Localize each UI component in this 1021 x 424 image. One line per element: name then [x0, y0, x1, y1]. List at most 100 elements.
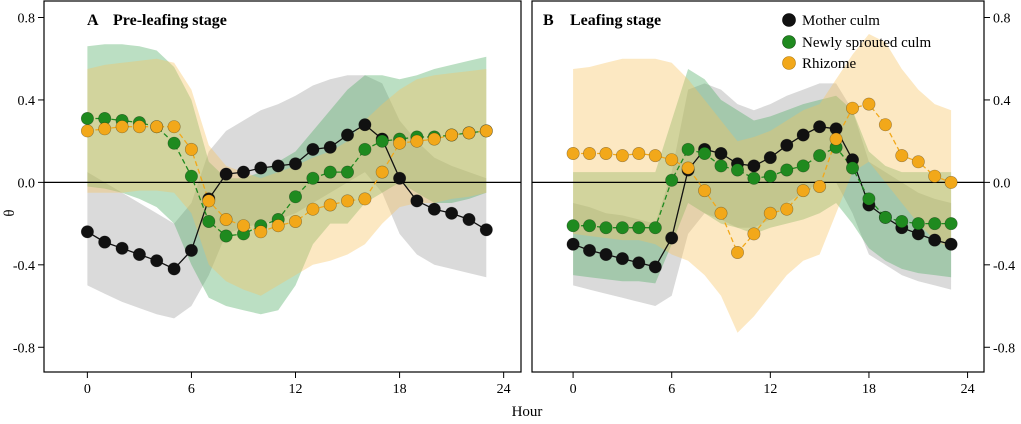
panel-b-point-newly-sprouted-culm [763, 169, 777, 183]
panel-a-point-mother-culm [393, 171, 407, 185]
panel-a-point-rhizome [306, 202, 320, 216]
panel-b-point-rhizome [665, 153, 679, 167]
panel-b-point-rhizome [730, 246, 744, 260]
panel-b-point-mother-culm [928, 233, 942, 247]
panel-b-point-rhizome [796, 184, 810, 198]
panel-a-point-rhizome [358, 192, 372, 206]
y-tick-label-left: 0.8 [18, 11, 36, 26]
panel-a-point-rhizome [219, 213, 233, 227]
panel-a-point-rhizome [323, 198, 337, 212]
panel-a-point-mother-culm [479, 223, 493, 237]
panel-b-point-rhizome [599, 147, 613, 161]
panel-b-point-newly-sprouted-culm [698, 147, 712, 161]
panel-b-letter: B [543, 12, 554, 29]
panel-a-point-rhizome [115, 120, 129, 134]
panel-a-x-tick-label: 6 [188, 382, 195, 397]
panel-a-point-rhizome [410, 134, 424, 148]
legend: Mother culm Newly sprouted culm Rhizome [782, 13, 931, 72]
legend-marker-mother-culm [782, 13, 796, 27]
panel-b-point-newly-sprouted-culm [878, 210, 892, 224]
panel-a-point-newly-sprouted-culm [184, 169, 198, 183]
panel-b-point-mother-culm [780, 138, 794, 152]
panel-a-point-rhizome [479, 124, 493, 138]
panel-a-point-mother-culm [254, 161, 268, 175]
panel-a-point-mother-culm [219, 167, 233, 181]
panel-b-point-rhizome [648, 149, 662, 163]
panel-a-point-mother-culm [98, 235, 112, 249]
panel-b-band-mother-culm [573, 83, 952, 307]
panel-a-point-newly-sprouted-culm [219, 229, 233, 243]
panel-a-point-rhizome [393, 136, 407, 150]
panel-b-point-newly-sprouted-culm [845, 161, 859, 175]
panel-b-point-mother-culm [599, 248, 613, 262]
y-tick-label-right: 0.8 [993, 11, 1011, 26]
y-tick-label-left: -0.4 [13, 259, 35, 274]
y-tick-label-right: -0.8 [993, 341, 1015, 356]
panel-a-point-rhizome [150, 120, 164, 134]
legend-label-newly-sprouted-culm: Newly sprouted culm [802, 35, 931, 51]
panel-b-band-newly-sprouted-culm [573, 69, 952, 284]
panel-a-point-rhizome [237, 219, 251, 233]
axis-ticks: 0 6 12 18 24 0.8 0.4 0.0 -0.4 -0.8 0 6 12 18 24 0.8 0.4 0… [13, 11, 1015, 397]
panel-b-point-newly-sprouted-culm [747, 171, 761, 185]
panel-b-point-mother-culm [615, 252, 629, 266]
panel-a-point-mother-culm [427, 202, 441, 216]
panel-a-point-newly-sprouted-culm [167, 136, 181, 150]
panel-a-point-mother-culm [150, 254, 164, 268]
panel-b-point-rhizome [615, 149, 629, 163]
panel-b-x-tick-label: 12 [763, 382, 777, 397]
panel-a-band-rhizome [87, 58, 487, 296]
panel-b-point-rhizome [714, 206, 728, 220]
panel-a-x-tick-label: 0 [84, 382, 91, 397]
panel-b-point-rhizome [763, 206, 777, 220]
panel-a-letter: A [87, 12, 99, 29]
panel-b-point-mother-culm [632, 256, 646, 270]
panel-a-x-tick-label: 12 [289, 382, 303, 397]
panel-a-point-mother-culm [271, 159, 285, 173]
panel-b-point-newly-sprouted-culm [730, 163, 744, 177]
panel-b-point-rhizome [845, 101, 859, 115]
panel-a-x-tick-label: 18 [393, 382, 407, 397]
panel-a-frame [43, 0, 522, 373]
y-tick-label-right: -0.4 [993, 259, 1015, 274]
panel-b-point-newly-sprouted-culm [780, 163, 794, 177]
panel-b-point-mother-culm [648, 260, 662, 274]
panel-b-point-rhizome [780, 202, 794, 216]
panel-a-point-newly-sprouted-culm [202, 215, 216, 229]
y-tick-label-left: 0.0 [18, 176, 36, 191]
legend-label-rhizome: Rhizome [802, 56, 856, 72]
panel-a-point-mother-culm [445, 206, 459, 220]
panel-b-point-rhizome [911, 155, 925, 169]
panel-b-title: Leafing stage [570, 12, 661, 29]
panel-b-point-newly-sprouted-culm [648, 221, 662, 235]
panel-a-point-mother-culm [306, 142, 320, 156]
panel-b-point-newly-sprouted-culm [615, 221, 629, 235]
panel-b-point-rhizome [566, 147, 580, 161]
panel-b-point-mother-culm [813, 120, 827, 134]
panel-a-point-mother-culm [358, 118, 372, 132]
panel-b-point-rhizome [928, 169, 942, 183]
panel-b-point-rhizome [878, 118, 892, 132]
y-tick-label-right: 0.0 [993, 176, 1011, 191]
panel-b-point-newly-sprouted-culm [599, 221, 613, 235]
panel-b-point-newly-sprouted-culm [928, 217, 942, 231]
panel-b-x-tick-label: 0 [570, 382, 577, 397]
panel-a-point-mother-culm [184, 243, 198, 257]
panel-a-point-rhizome [375, 165, 389, 179]
panel-b-point-mother-culm [763, 151, 777, 165]
series-points [80, 97, 958, 276]
panel-a-point-rhizome [254, 225, 268, 239]
panel-a-point-newly-sprouted-culm [288, 190, 302, 204]
y-tick-label-left: 0.4 [18, 94, 36, 109]
panel-a-point-rhizome [80, 124, 94, 138]
panel-b-point-mother-culm [714, 147, 728, 161]
panel-b-point-mother-culm [582, 243, 596, 257]
panel-a-point-newly-sprouted-culm [306, 171, 320, 185]
panel-a-x-tick-label: 24 [497, 382, 511, 397]
legend-label-mother-culm: Mother culm [802, 13, 880, 29]
panel-b-point-mother-culm [665, 231, 679, 245]
panel-a-point-mother-culm [132, 248, 146, 262]
panel-a-point-rhizome [445, 128, 459, 142]
y-tick-label-left: -0.8 [13, 341, 35, 356]
